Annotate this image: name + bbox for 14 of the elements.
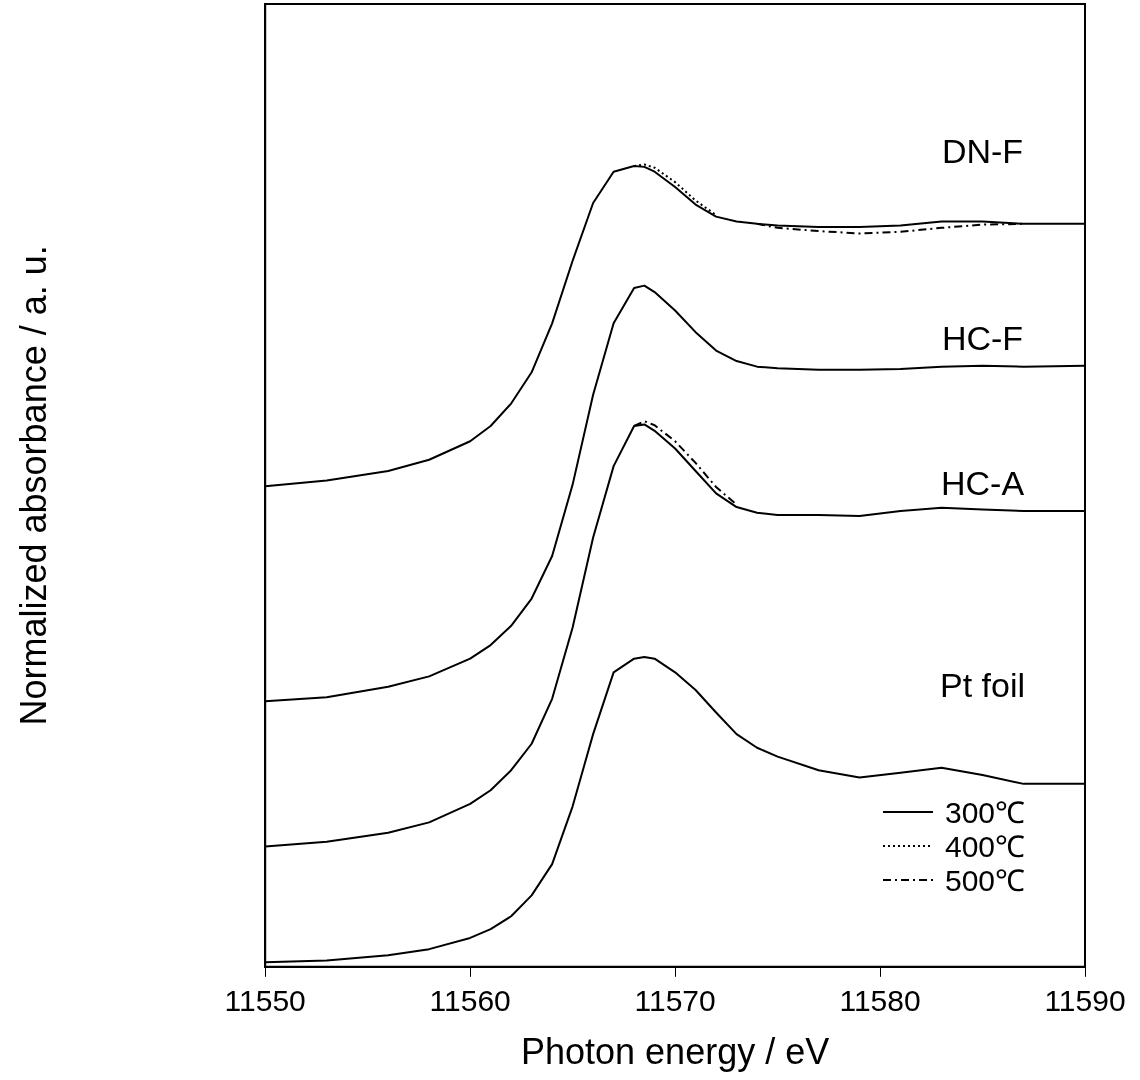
x-tick-label: 11580 xyxy=(839,984,921,1018)
legend-label: 400℃ xyxy=(945,830,1026,864)
annotation: HC-A xyxy=(940,463,1025,502)
x-tick-label: 11590 xyxy=(1044,984,1126,1018)
x-axis-title: Photon energy / eV xyxy=(520,1031,830,1073)
legend-label: 500℃ xyxy=(945,864,1026,898)
x-tick-label: 11550 xyxy=(224,984,306,1018)
annotation: HC-F xyxy=(941,319,1024,358)
y-axis-title: Normalized absorbance / a. u. xyxy=(12,245,54,726)
x-tick-label: 11570 xyxy=(634,984,716,1018)
annotation: Pt foil xyxy=(940,665,1026,704)
annotation: DN-F xyxy=(941,131,1024,170)
legend-label: 300℃ xyxy=(945,796,1026,830)
x-tick-label: 11560 xyxy=(429,984,511,1018)
